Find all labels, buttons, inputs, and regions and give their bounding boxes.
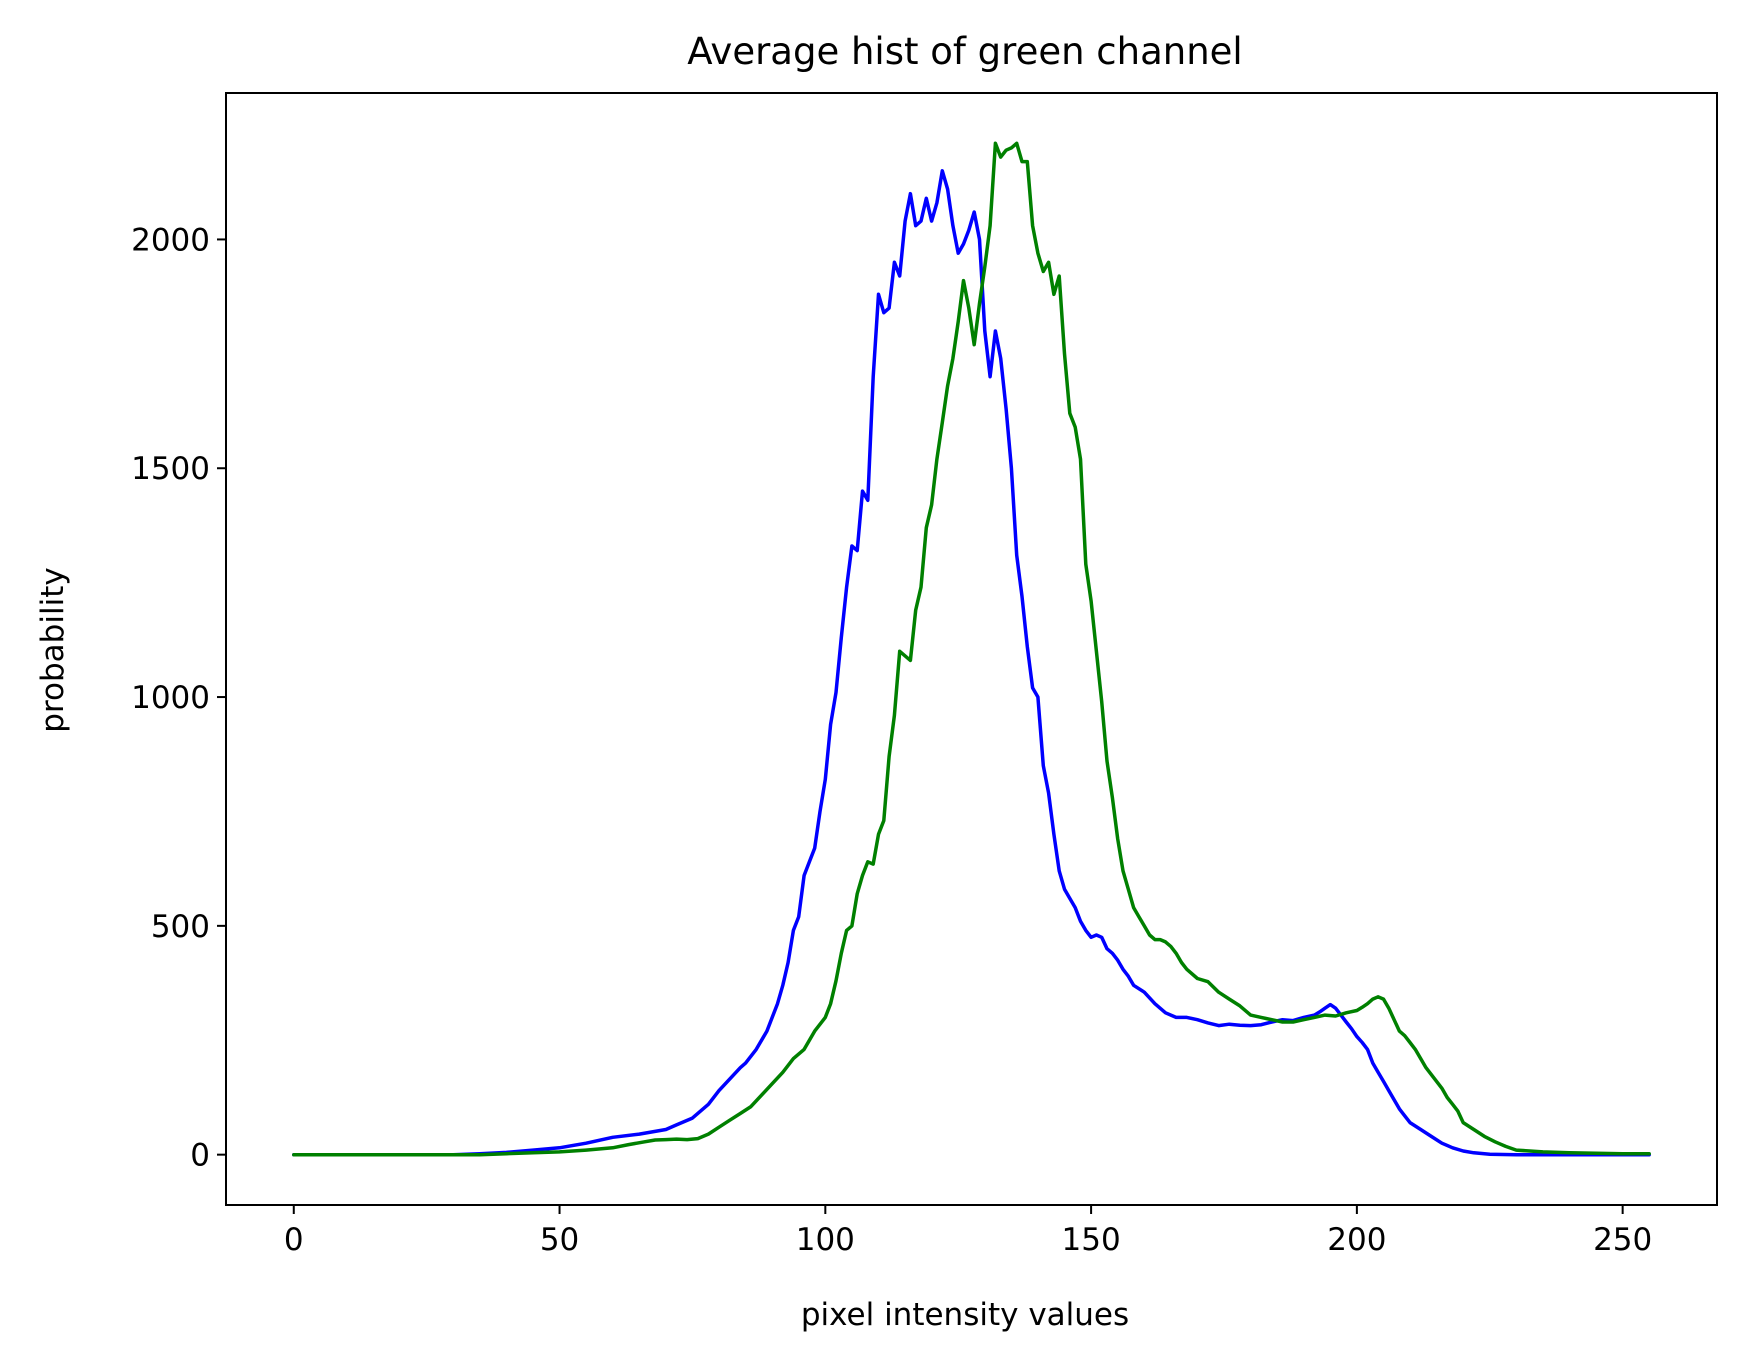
y-tick-label: 2000 <box>131 222 210 258</box>
y-tick-label: 1000 <box>131 680 210 716</box>
plot-frame <box>225 92 1718 1206</box>
x-tick-label: 250 <box>1593 1222 1652 1258</box>
y-tick-label: 500 <box>151 909 210 945</box>
series-line-1 <box>292 169 1651 1157</box>
y-tick-label: 1500 <box>131 451 210 487</box>
chart-title: Average hist of green channel <box>687 30 1242 73</box>
plot-area <box>292 141 1651 1157</box>
axes: 0 50 100 150 200 250 0 500 1000 1500 2000 <box>131 222 1652 1258</box>
x-axis-label: pixel intensity values <box>801 1297 1129 1333</box>
y-axis-label: probability <box>35 567 71 732</box>
x-tick-label: 50 <box>540 1222 579 1258</box>
y-tick-label: 0 <box>190 1138 210 1174</box>
series-line-2 <box>292 141 1651 1157</box>
x-tick-label: 150 <box>1062 1222 1121 1258</box>
x-tick-label: 0 <box>284 1222 304 1258</box>
x-tick-label: 100 <box>796 1222 855 1258</box>
x-tick-label: 200 <box>1327 1222 1386 1258</box>
